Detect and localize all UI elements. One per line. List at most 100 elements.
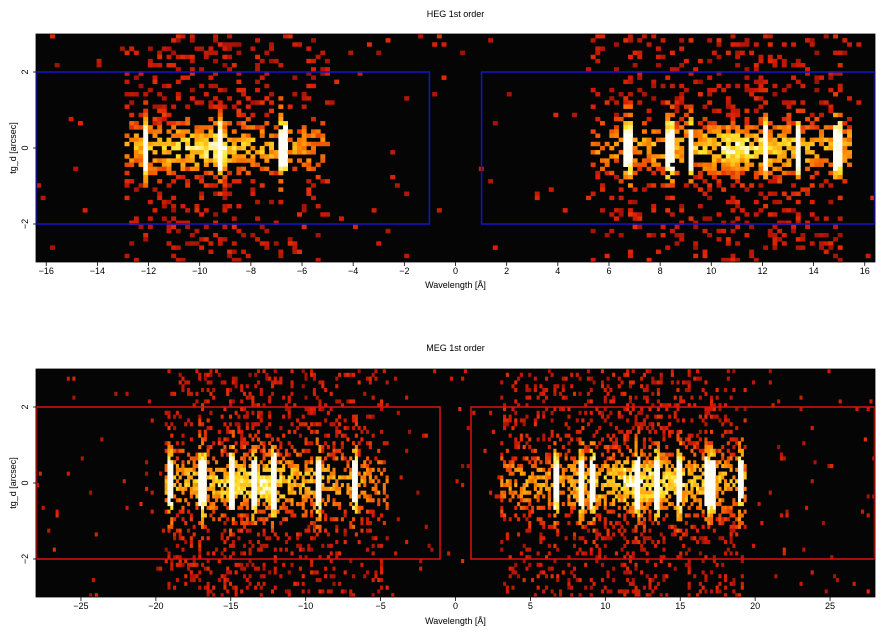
heatmap-pixel	[297, 141, 302, 147]
heatmap-pixel	[589, 494, 593, 499]
heatmap-pixel	[273, 467, 277, 472]
heatmap-pixel	[170, 460, 174, 465]
heatmap-pixel	[710, 452, 714, 457]
heatmap-pixel	[786, 121, 792, 126]
heatmap-pixel	[273, 380, 277, 385]
heatmap-pixel	[690, 448, 694, 453]
heatmap-pixel	[157, 63, 163, 68]
heatmap-pixel	[730, 208, 736, 213]
heatmap-pixel	[618, 232, 624, 238]
heatmap-pixel	[198, 578, 202, 583]
heatmap-pixel	[795, 154, 801, 159]
heatmap-pixel	[575, 498, 579, 503]
heatmap-pixel	[503, 517, 507, 522]
heatmap-pixel	[627, 137, 633, 143]
heatmap-pixel	[236, 42, 242, 47]
heatmap-pixel	[562, 208, 568, 213]
heatmap-pixel	[837, 174, 843, 180]
heatmap-pixel	[147, 170, 153, 176]
heatmap-pixel	[262, 467, 266, 472]
heatmap-pixel	[332, 574, 336, 579]
extraction-region-plus	[470, 406, 876, 560]
heatmap-pixel	[338, 475, 342, 480]
heatmap-pixel	[558, 589, 563, 594]
heatmap-pixel	[248, 433, 252, 438]
heatmap-pixel	[324, 71, 330, 76]
heatmap-pixel	[767, 42, 773, 47]
heatmap-pixel	[642, 467, 646, 472]
heatmap-pixel	[795, 79, 801, 85]
heatmap-pixel	[595, 536, 599, 541]
heatmap-pixel	[772, 83, 778, 89]
heatmap-pixel	[651, 589, 655, 594]
heatmap-pixel	[690, 486, 694, 491]
heatmap-pixel	[730, 228, 736, 234]
heatmap-pixel	[645, 551, 649, 556]
heatmap-pixel	[704, 391, 708, 396]
heatmap-pixel	[171, 125, 177, 130]
heatmap-pixel	[209, 467, 213, 472]
heatmap-pixel	[828, 87, 834, 93]
heatmap-pixel	[536, 574, 540, 579]
heatmap-pixel	[600, 467, 605, 472]
heatmap-pixel	[721, 187, 727, 192]
heatmap-pixel	[164, 464, 168, 469]
heatmap-pixel	[753, 154, 759, 159]
heatmap-pixel	[786, 100, 792, 105]
heatmap-pixel	[626, 551, 630, 556]
heatmap-pixel	[270, 380, 275, 385]
heatmap-pixel	[517, 403, 521, 408]
heatmap-pixel	[335, 456, 339, 461]
heatmap-pixel	[572, 536, 577, 541]
heatmap-pixel	[236, 79, 242, 85]
heatmap-pixel	[363, 471, 367, 476]
heatmap-pixel	[642, 585, 646, 590]
heatmap-pixel	[786, 104, 792, 109]
heatmap-pixel	[340, 456, 344, 461]
heatmap-pixel	[628, 581, 632, 586]
heatmap-pixel	[273, 479, 277, 484]
heatmap-pixel	[683, 133, 689, 138]
heatmap-pixel	[698, 429, 702, 434]
heatmap-pixel	[343, 426, 347, 431]
heatmap-pixel	[578, 483, 582, 488]
heatmap-pixel	[332, 498, 336, 503]
heatmap-pixel	[201, 502, 205, 507]
heatmap-pixel	[628, 399, 632, 404]
heatmap-pixel	[623, 475, 627, 480]
heatmap-pixel	[809, 42, 815, 47]
heatmap-pixel	[590, 141, 596, 147]
heatmap-pixel	[248, 547, 252, 552]
heatmap-pixel	[763, 125, 769, 130]
heatmap-pixel	[147, 129, 153, 134]
heatmap-pixel	[270, 528, 275, 533]
heatmap-pixel	[245, 490, 249, 495]
heatmap-pixel	[256, 566, 261, 571]
heatmap-pixel	[379, 570, 384, 575]
heatmap-pixel	[584, 524, 588, 529]
heatmap-pixel	[707, 125, 713, 130]
heatmap-pixel	[739, 208, 745, 213]
heatmap-pixel	[732, 483, 736, 488]
heatmap-pixel	[206, 426, 210, 431]
heatmap-pixel	[536, 505, 540, 510]
heatmap-pixel	[852, 581, 856, 586]
heatmap-pixel	[553, 407, 557, 412]
heatmap-pixel	[488, 38, 494, 43]
heatmap-pixel	[749, 133, 755, 138]
heatmap-pixel	[659, 494, 663, 499]
heatmap-pixel	[758, 137, 764, 143]
heatmap-pixel	[306, 133, 312, 138]
heatmap-pixel	[251, 513, 255, 518]
heatmap-pixel	[167, 581, 171, 586]
heatmap-pixel	[133, 75, 139, 80]
heatmap-pixel	[203, 399, 207, 404]
heatmap-pixel	[711, 174, 717, 180]
heatmap-pixel	[550, 524, 554, 529]
heatmap-pixel	[603, 517, 607, 522]
heatmap-pixel	[201, 471, 205, 476]
heatmap-pixel	[542, 475, 546, 480]
heatmap-pixel	[578, 464, 582, 469]
heatmap-pixel	[506, 92, 512, 97]
heatmap-pixel	[377, 502, 381, 507]
